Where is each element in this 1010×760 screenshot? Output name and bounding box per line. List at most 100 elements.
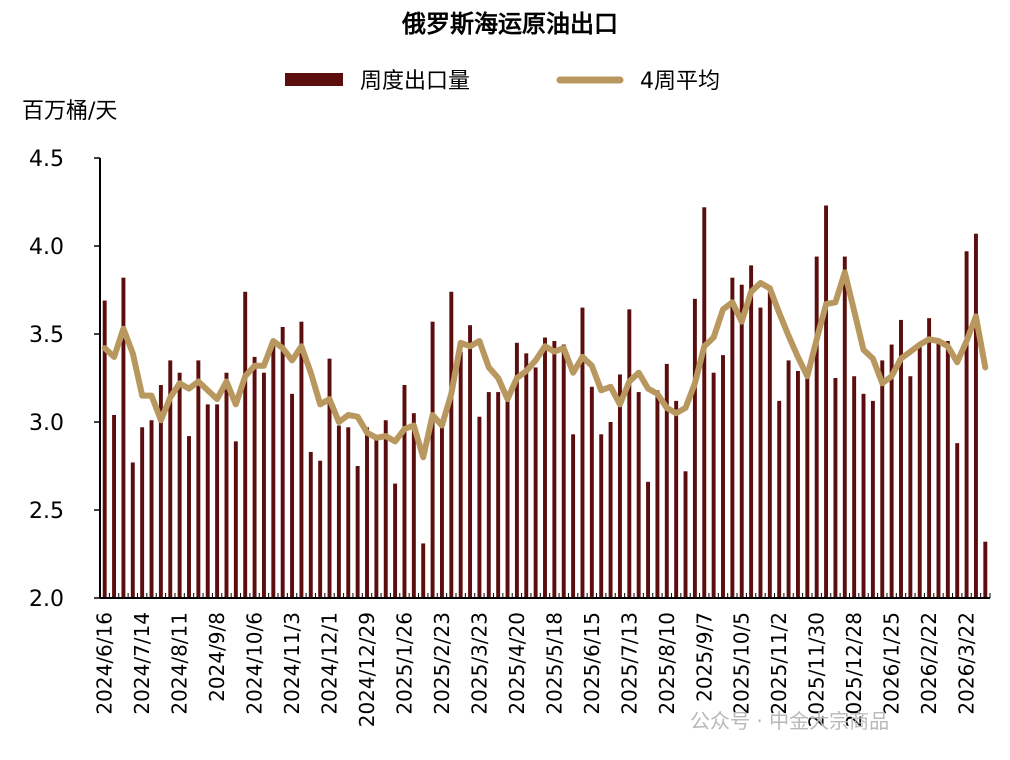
bar <box>243 291 248 598</box>
bar <box>617 374 622 598</box>
y-axis: 2.0 2.5 3.0 3.5 4.0 4.5 <box>29 147 101 612</box>
line-series <box>101 269 989 461</box>
bar <box>224 372 229 598</box>
bar <box>430 321 435 598</box>
bar <box>187 436 191 598</box>
bar <box>917 346 922 598</box>
bar <box>571 434 576 598</box>
bar <box>561 344 566 598</box>
bar <box>205 404 210 598</box>
bar <box>692 298 697 598</box>
bar <box>955 443 960 598</box>
x-tick-label: 2025/11/30 <box>805 612 829 727</box>
bar <box>308 451 313 598</box>
legend: 周度出口量 4周平均 <box>285 69 720 94</box>
x-tick-label: 2025/9/7 <box>692 612 716 702</box>
bar <box>899 319 903 598</box>
bar <box>168 360 173 598</box>
bar <box>973 233 978 598</box>
bar <box>627 309 632 598</box>
bar <box>552 341 557 598</box>
bar <box>814 256 819 598</box>
x-tick-label: 2025/4/20 <box>505 612 529 715</box>
x-tick-label: 2024/10/6 <box>243 612 267 715</box>
bar <box>936 341 941 598</box>
legend-label-4week-average: 4周平均 <box>640 69 720 94</box>
x-tick-label: 2025/3/23 <box>467 612 491 715</box>
bar <box>889 344 894 598</box>
bar <box>636 392 641 598</box>
bar <box>112 414 117 598</box>
y-tick-label: 3.5 <box>29 323 64 348</box>
bar <box>777 400 782 598</box>
bar <box>121 277 126 598</box>
x-tick-label: 2025/8/10 <box>655 612 679 715</box>
bar <box>271 342 276 598</box>
bar <box>599 434 604 598</box>
x-tick-label: 2024/8/11 <box>168 612 192 715</box>
bar <box>177 372 182 598</box>
legend-label-weekly-exports: 周度出口量 <box>360 69 470 94</box>
y-tick-label: 2.5 <box>29 499 64 524</box>
x-tick-label: 2024/9/8 <box>205 612 229 702</box>
bar <box>758 307 763 598</box>
x-tick-label: 2026/3/22 <box>955 612 979 715</box>
x-tick-label: 2025/1/26 <box>392 612 416 715</box>
bar <box>852 376 857 598</box>
y-tick-label: 4.0 <box>29 235 64 260</box>
bar <box>505 399 510 598</box>
bar <box>861 393 866 598</box>
bar <box>458 351 463 598</box>
bar <box>646 481 651 598</box>
bar <box>533 367 538 598</box>
bar <box>327 358 332 598</box>
chart-title: 俄罗斯海运原油出口 <box>401 10 618 38</box>
x-tick-label: 2024/12/29 <box>355 612 379 727</box>
bar <box>290 393 295 598</box>
y-tick-label: 4.5 <box>29 147 64 172</box>
bar <box>514 342 519 598</box>
x-tick-label: 2025/6/15 <box>580 612 604 715</box>
bar <box>842 256 847 598</box>
x-tick-label: 2024/7/14 <box>130 612 154 715</box>
bar <box>655 390 660 598</box>
bar <box>486 392 491 598</box>
bar <box>355 466 360 598</box>
bar <box>749 265 754 598</box>
bar <box>870 400 875 598</box>
x-tick-label: 2025/5/18 <box>542 612 566 715</box>
bar <box>786 360 791 598</box>
y-tick-label: 3.0 <box>29 411 64 436</box>
bar <box>580 307 585 598</box>
bar <box>261 372 266 598</box>
bar <box>683 471 688 598</box>
bar <box>983 541 988 598</box>
bar <box>233 441 238 598</box>
x-tick-label: 2025/11/2 <box>767 612 791 715</box>
bar <box>702 207 707 598</box>
bar <box>964 251 969 598</box>
legend-swatch-weekly-exports <box>285 73 343 86</box>
bar <box>402 385 407 598</box>
bar <box>880 360 885 598</box>
bar <box>252 356 257 598</box>
bar <box>374 439 379 598</box>
bar <box>711 372 716 598</box>
bar <box>795 370 800 598</box>
bar <box>908 376 913 598</box>
bar <box>805 378 810 598</box>
x-tick-label: 2025/10/5 <box>730 612 754 715</box>
bar <box>158 385 163 598</box>
x-tick-label: 2025/7/13 <box>617 612 641 715</box>
bar <box>346 427 351 598</box>
bar <box>945 341 950 598</box>
bar <box>664 363 669 598</box>
y-tick-label: 2.0 <box>29 587 64 612</box>
bar <box>767 290 772 598</box>
bar <box>833 378 838 598</box>
x-tick-label: 2024/11/3 <box>280 612 304 715</box>
bar <box>149 420 154 598</box>
x-tick-label: 2024/6/16 <box>93 612 117 715</box>
bar <box>280 326 285 598</box>
